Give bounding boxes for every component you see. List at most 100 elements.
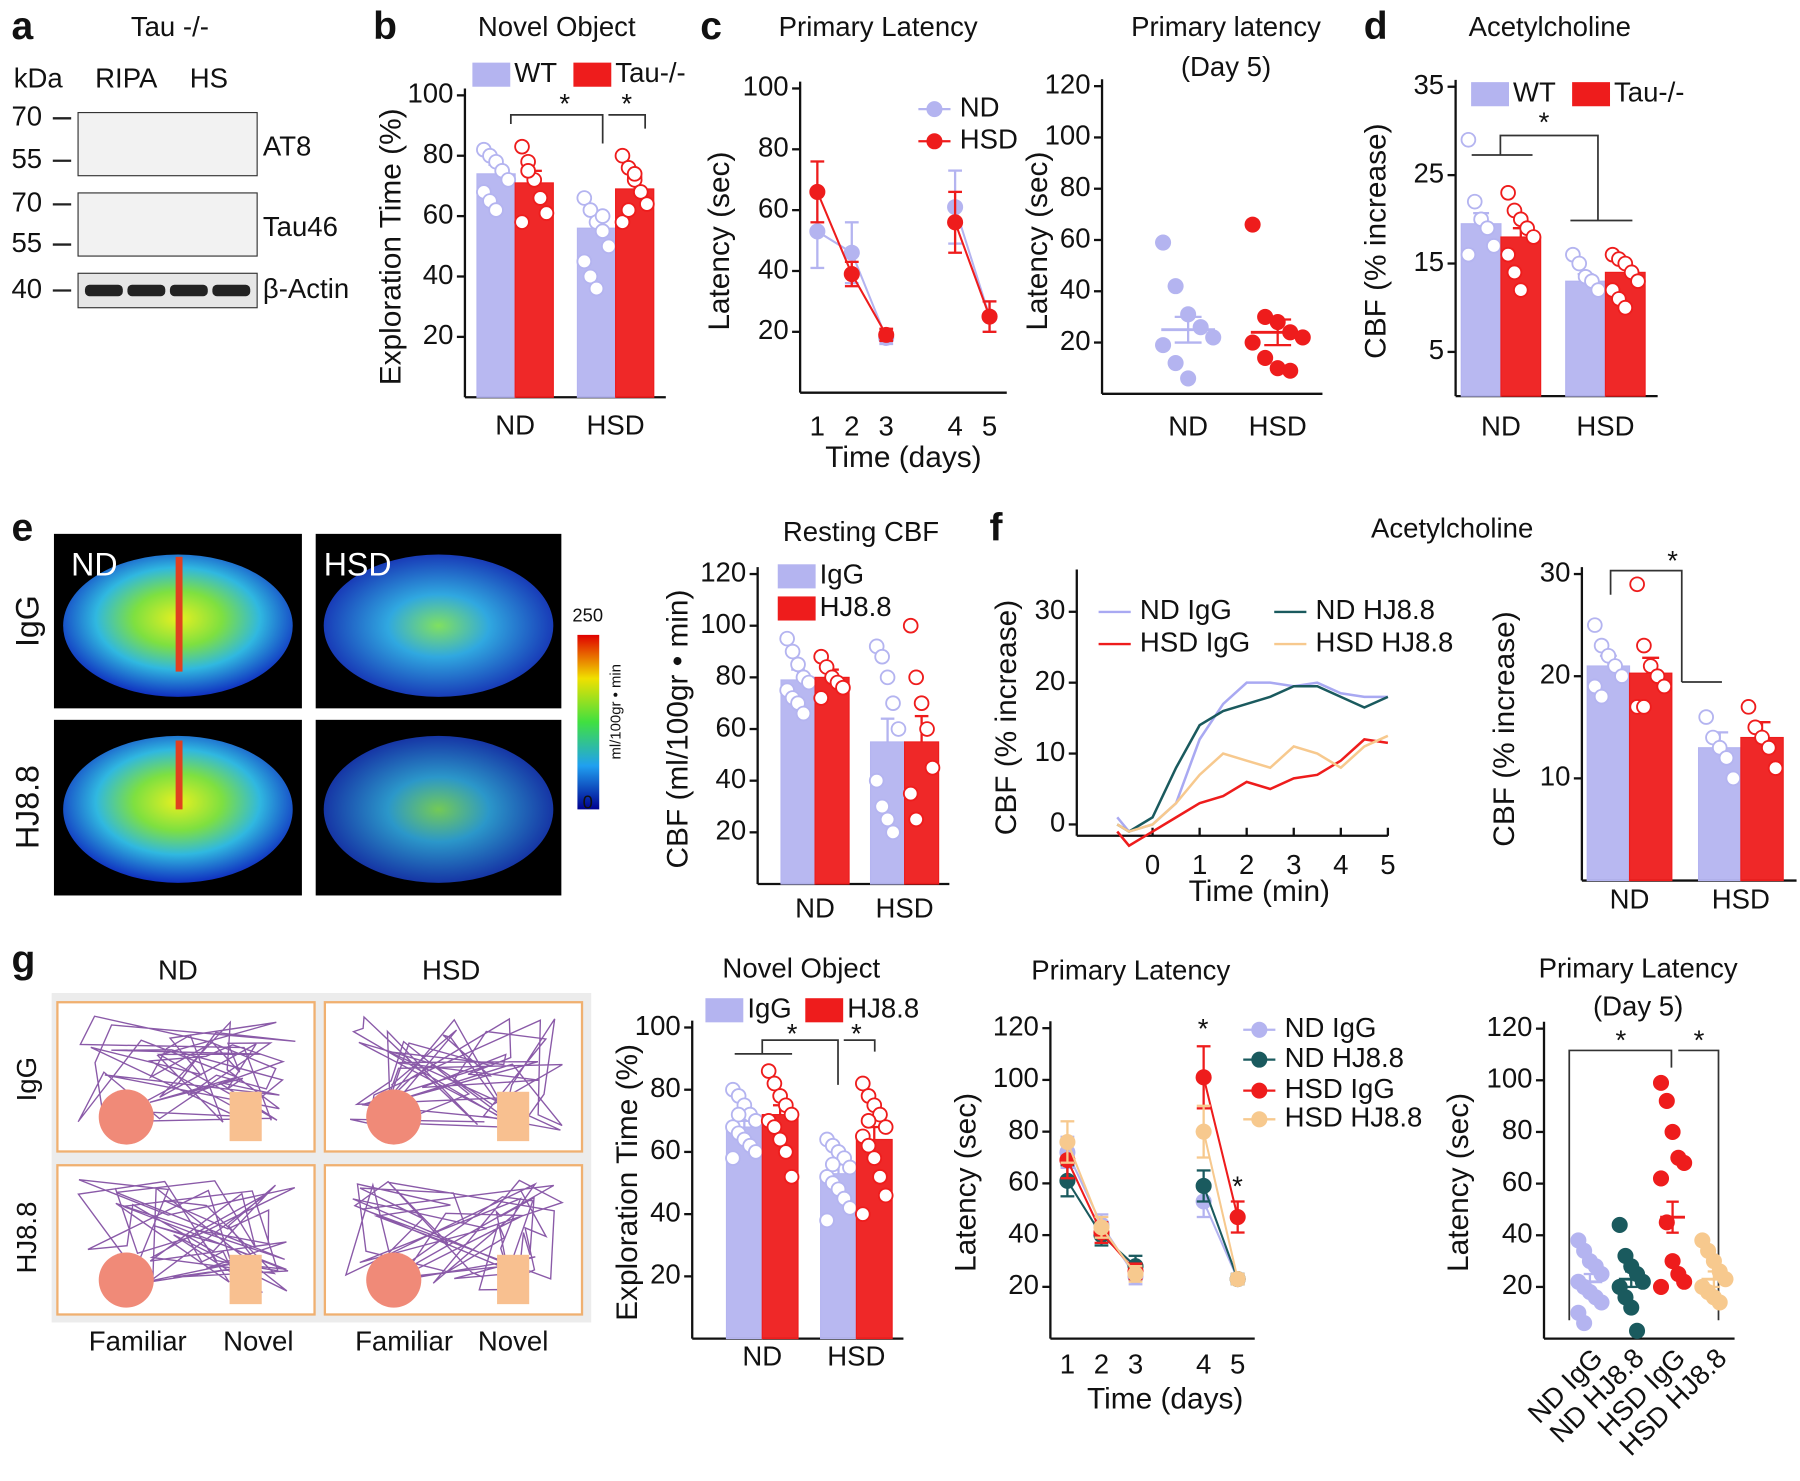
significance-bracket xyxy=(509,114,604,144)
data-point xyxy=(766,1119,783,1135)
data-point xyxy=(1617,299,1634,316)
y-tick-label: 0 xyxy=(1050,807,1065,838)
novel-object xyxy=(497,1254,530,1305)
data-point xyxy=(809,223,826,240)
bar xyxy=(1740,736,1784,882)
annotation: * xyxy=(1232,1170,1243,1201)
data-point xyxy=(1180,370,1197,387)
bar xyxy=(725,1126,763,1340)
data-point xyxy=(1593,1294,1610,1311)
annotation: * xyxy=(1616,1025,1627,1056)
data-point xyxy=(1506,264,1523,281)
y-tick-label: 80 xyxy=(423,138,454,169)
significance-bracket xyxy=(608,114,647,129)
series-line xyxy=(1116,734,1389,833)
series-line xyxy=(1066,1180,1239,1280)
object-label: Novel xyxy=(478,1325,548,1356)
y-tick-label: 20 xyxy=(716,815,747,846)
data-point xyxy=(1512,282,1529,298)
data-point xyxy=(639,196,655,212)
x-tick-label: 4 xyxy=(1333,849,1348,880)
x-tick-label: 0 xyxy=(1145,849,1160,880)
legend-label: HSD xyxy=(960,124,1018,155)
data-point xyxy=(1576,1315,1593,1332)
data-point xyxy=(500,172,517,188)
legend-label: ND xyxy=(960,91,1000,122)
data-point xyxy=(1636,637,1652,654)
legend-label: HJ8.8 xyxy=(820,591,892,622)
data-point xyxy=(538,205,555,221)
y-tick-label: 40 xyxy=(716,763,747,794)
x-tick-label: HSD xyxy=(1712,883,1770,914)
annotation: * xyxy=(1198,1013,1209,1044)
track-path xyxy=(77,1179,296,1294)
y-axis-label: Latency (sec) xyxy=(1021,152,1054,331)
y-tick-label: 15 xyxy=(1413,246,1444,277)
blot-band xyxy=(77,111,258,177)
y-axis-label: Latency (sec) xyxy=(1442,1093,1475,1272)
y-tick-label: 30 xyxy=(1035,594,1066,625)
object-label: Familiar xyxy=(89,1325,187,1356)
blot-genotype: Tau -/- xyxy=(131,11,209,42)
legend-label: HSD IgG xyxy=(1285,1073,1395,1104)
familiar-object xyxy=(98,1089,154,1145)
x-tick-label: HSD xyxy=(587,409,645,440)
y-axis-label: CBF (% increase) xyxy=(1359,123,1392,358)
data-point xyxy=(795,705,812,722)
series-line xyxy=(1116,684,1389,834)
x-tick-label: HSD xyxy=(1249,411,1307,442)
x-axis-label: Time (days) xyxy=(1087,1382,1243,1415)
legend-label: IgG xyxy=(747,993,791,1024)
bar xyxy=(1697,747,1742,882)
significance-bracket xyxy=(1678,1049,1720,1321)
annotation: * xyxy=(1694,1025,1705,1056)
data-point xyxy=(725,1150,741,1166)
chart-title: (Day 5) xyxy=(1181,51,1271,82)
y-tick-label: 40 xyxy=(1502,1218,1533,1249)
data-point xyxy=(902,785,919,802)
y-tick-label: 80 xyxy=(716,660,747,691)
mri-row: IgG xyxy=(9,595,45,647)
data-point xyxy=(582,268,599,285)
data-point xyxy=(1155,337,1172,354)
y-tick-label: 100 xyxy=(1045,120,1091,151)
object-label: Novel xyxy=(223,1325,293,1356)
legend-swatch xyxy=(1572,82,1611,107)
familiar-object xyxy=(366,1252,422,1308)
legend-swatch xyxy=(1471,82,1509,107)
data-point xyxy=(1698,709,1714,725)
y-tick-label: 20 xyxy=(650,1259,681,1290)
x-tick-label: 3 xyxy=(1286,849,1301,880)
data-point xyxy=(902,617,919,634)
y-axis-label: Exploration Time (%) xyxy=(374,108,407,385)
x-tick-label: 1 xyxy=(1060,1348,1075,1379)
data-point xyxy=(1636,699,1652,715)
bar xyxy=(814,676,850,885)
x-tick-label: 5 xyxy=(1230,1348,1245,1379)
y-tick-label: 60 xyxy=(1008,1166,1039,1197)
data-point xyxy=(1656,678,1673,695)
data-point xyxy=(1257,308,1274,325)
marker: 70 xyxy=(11,187,42,218)
x-tick-label: 2 xyxy=(844,411,859,442)
novel-object xyxy=(229,1091,262,1142)
panel-label: f xyxy=(990,507,1004,550)
bar xyxy=(1500,236,1542,397)
data-point xyxy=(514,138,530,155)
data-point xyxy=(1525,229,1542,245)
data-point xyxy=(885,824,901,841)
x-axis-label: Time (days) xyxy=(825,441,981,474)
data-point xyxy=(855,1206,871,1222)
data-point xyxy=(1611,1216,1628,1233)
color-bar-max: 250 xyxy=(572,604,603,625)
data-point xyxy=(594,223,611,240)
x-tick-label: 3 xyxy=(879,411,894,442)
band-label: β-Actin xyxy=(263,273,349,304)
band-label: AT8 xyxy=(263,130,311,161)
data-point xyxy=(860,1137,877,1154)
data-point xyxy=(783,1169,800,1185)
data-point xyxy=(1652,1170,1670,1187)
data-point xyxy=(981,308,998,325)
